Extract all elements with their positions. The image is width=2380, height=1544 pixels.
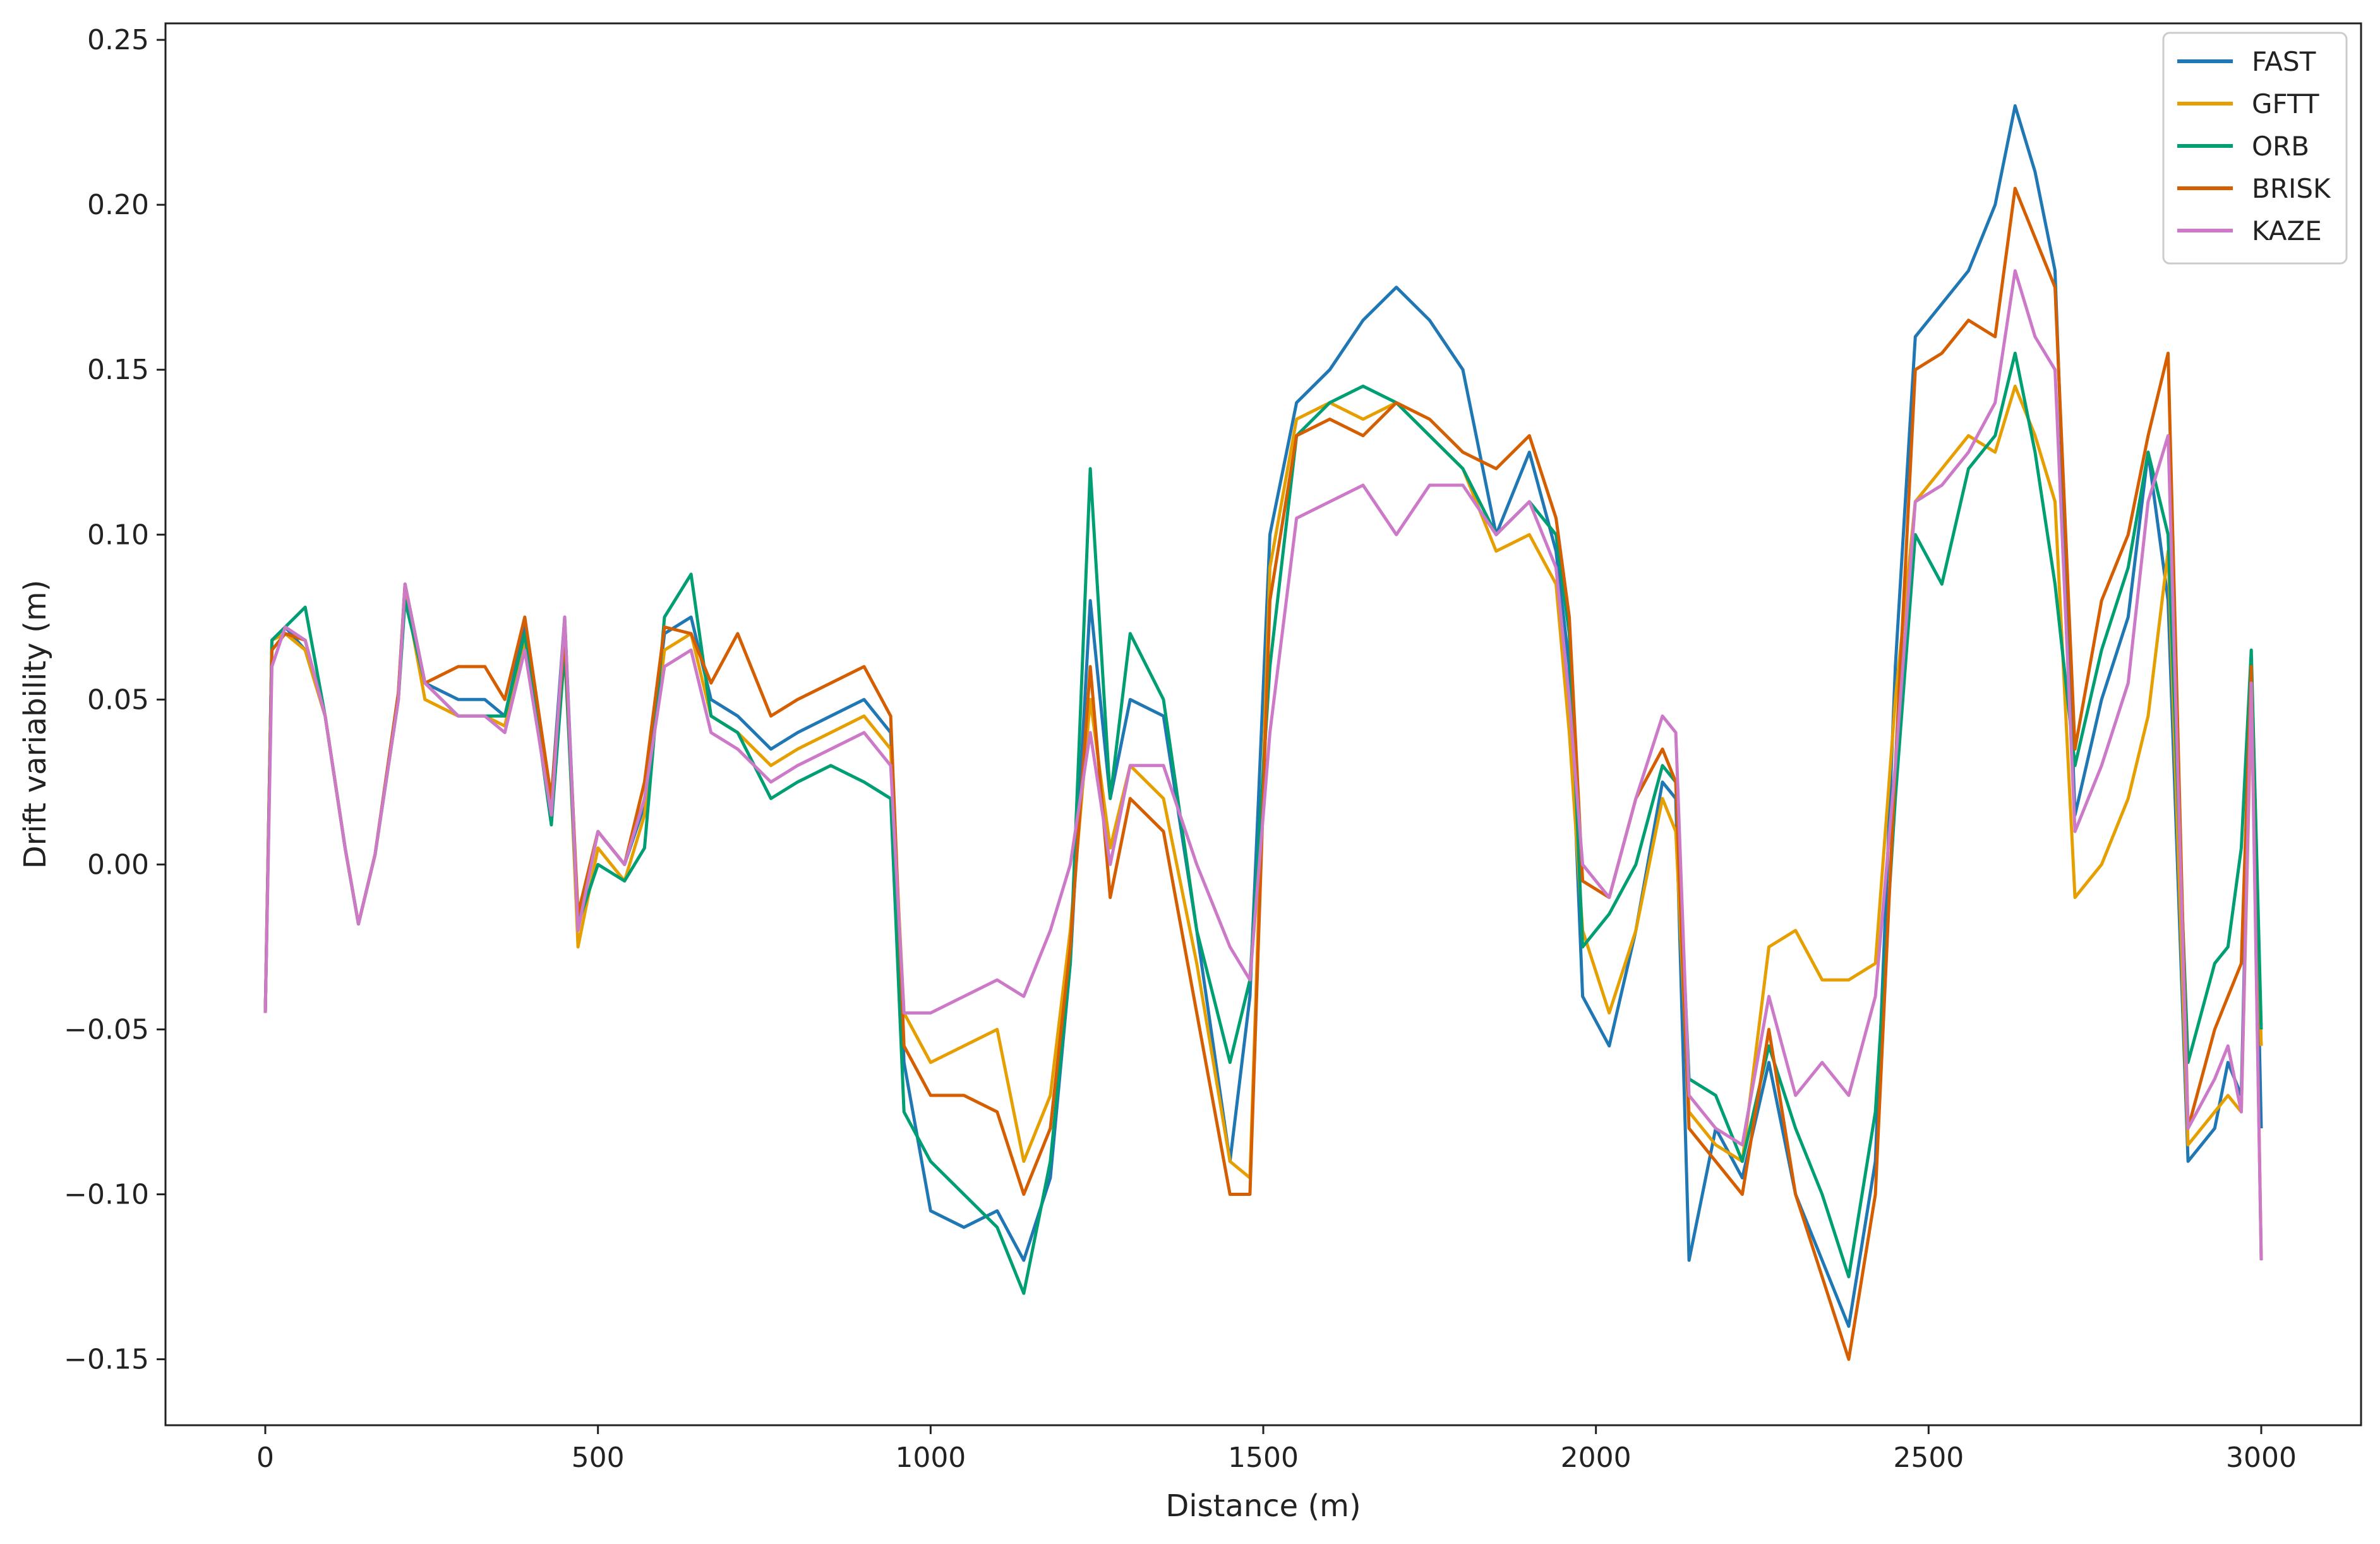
series-line-kaze bbox=[263, 269, 2263, 1260]
x-tick-label: 2000 bbox=[1561, 1442, 1632, 1474]
x-tick-label: 500 bbox=[572, 1442, 625, 1474]
legend-label: ORB bbox=[2252, 131, 2309, 162]
y-tick-label: 0.10 bbox=[87, 519, 149, 551]
legend-box bbox=[2162, 32, 2348, 265]
legend-label: FAST bbox=[2252, 46, 2316, 77]
x-tick-label: 1000 bbox=[895, 1442, 966, 1474]
legend-label: GFTT bbox=[2252, 88, 2319, 119]
y-tick-label: −0.10 bbox=[64, 1179, 149, 1211]
series-layer bbox=[263, 104, 2263, 1361]
y-tick-label: 0.15 bbox=[87, 354, 149, 386]
y-axis-label: Drift variability (m) bbox=[18, 580, 53, 869]
y-tick-label: 0.20 bbox=[87, 189, 149, 221]
x-tick-label: 3000 bbox=[2226, 1442, 2297, 1474]
x-tick-label: 0 bbox=[256, 1442, 274, 1474]
legend-label: KAZE bbox=[2252, 215, 2322, 246]
series-line-brisk bbox=[263, 186, 2263, 1361]
x-tick-label: 1500 bbox=[1228, 1442, 1299, 1474]
legend-label: BRISK bbox=[2252, 173, 2331, 204]
y-tick-label: −0.15 bbox=[64, 1344, 149, 1376]
y-tick-label: 0.00 bbox=[87, 848, 149, 881]
x-tick-label: 2500 bbox=[1893, 1442, 1964, 1474]
x-axis-label: Distance (m) bbox=[1165, 1488, 1361, 1524]
series-line-fast bbox=[263, 104, 2263, 1328]
y-tick-label: 0.05 bbox=[87, 684, 149, 716]
legend: FAST GFTT ORB BRISK KAZE bbox=[2162, 32, 2348, 265]
y-tick-label: −0.05 bbox=[64, 1013, 149, 1046]
y-tick-label: 0.25 bbox=[87, 24, 149, 56]
axes: 0 500 1000 1500 2000 2500 3000 −0.15 −0.10 −0.05 0… bbox=[64, 22, 2362, 1474]
